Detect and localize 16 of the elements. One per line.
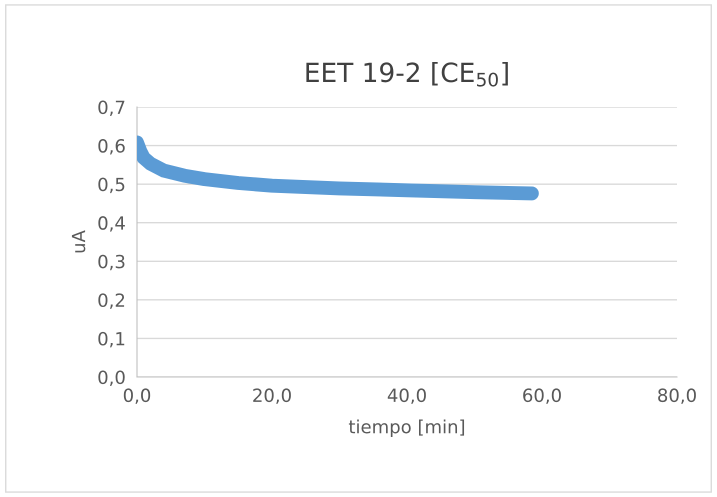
y-tick-label: 0,5 [98,178,124,194]
y-tick-label: 0,1 [98,332,124,348]
x-tick-label: 60,0 [523,388,561,404]
y-tick-label: 0,2 [98,293,124,309]
y-tick-label: 0,7 [98,100,124,116]
x-tick-label: 0,0 [124,388,150,404]
y-tick-label: 0,3 [98,254,124,270]
y-axis-title: uA [72,230,86,252]
y-tick-label: 0,4 [98,216,125,232]
chart-title: EET 19-2 [CE$_{50}$] [306,62,508,87]
x-tick-label: 80,0 [658,388,696,404]
x-tick-label: 20,0 [253,388,291,404]
x-tick-label: 40,0 [388,388,426,404]
x-axis-title: tiempo [min] [348,419,464,437]
y-tick-label: 0,0 [98,370,125,386]
y-tick-label: 0,6 [98,139,125,155]
